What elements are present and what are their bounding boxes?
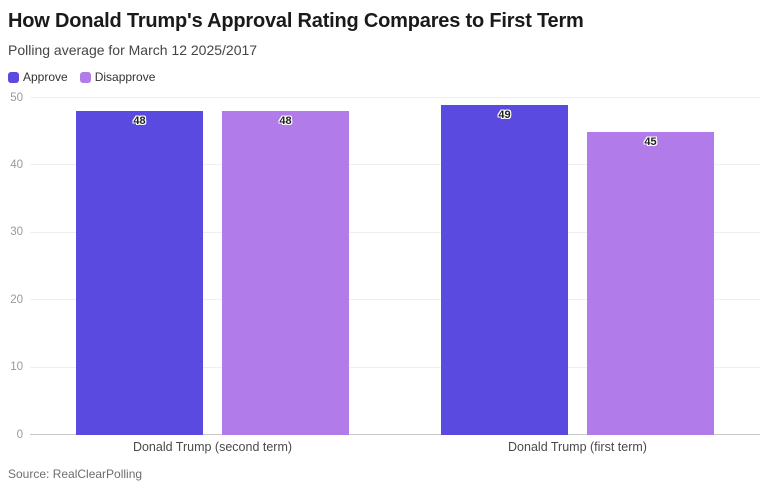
approve-color-swatch-icon [8,71,19,83]
chart-subtitle: Polling average for March 12 2025/2017 [8,42,258,58]
bar-disapprove: 45 [587,131,714,435]
gridline-30 [30,231,760,233]
bar-value-label: 49 [498,108,511,121]
y-tick-label-20: 20 [10,293,23,306]
x-label-first-term: Donald Trump (first term) [508,440,647,454]
bar-disapprove: 48 [222,111,349,435]
legend-item-disapprove: Disapprove [79,70,156,84]
chart-title: How Donald Trump's Approval Rating Compa… [8,10,584,32]
y-tick-label-30: 30 [10,226,23,239]
bar-chart: 0 10 20 30 40 50 48 48 49 45 [10,92,760,440]
x-axis-labels: Donald Trump (second term) Donald Trump … [30,440,760,454]
bar-approve: 49 [441,104,568,435]
gridline-0 [30,434,760,435]
bar-group-first-term: 49 45 [395,98,760,435]
y-tick-label-40: 40 [10,158,23,171]
y-tick-label-10: 10 [10,360,23,373]
y-tick-label-50: 50 [10,91,23,104]
y-tick-label-0: 0 [16,428,23,441]
legend-label-disapprove: Disapprove [94,70,156,84]
legend-item-approve: Approve [8,70,68,84]
bar-value-label: 45 [644,135,657,148]
gridline-10 [30,366,760,368]
bar-group-second-term: 48 48 [30,98,395,435]
legend: Approve Disapprove [8,70,760,84]
gridline-20 [30,299,760,301]
gridline-50 [30,97,760,98]
bar-value-label: 48 [133,115,146,128]
source-note: Source: RealClearPolling [8,467,143,481]
bar-value-label: 48 [279,115,292,128]
bar-approve: 48 [76,111,203,435]
plot-area: 48 48 49 45 [30,98,760,435]
disapprove-color-swatch-icon [79,71,91,83]
legend-label-approve: Approve [23,70,68,84]
x-label-second-term: Donald Trump (second term) [132,440,293,454]
gridline-40 [30,164,760,166]
